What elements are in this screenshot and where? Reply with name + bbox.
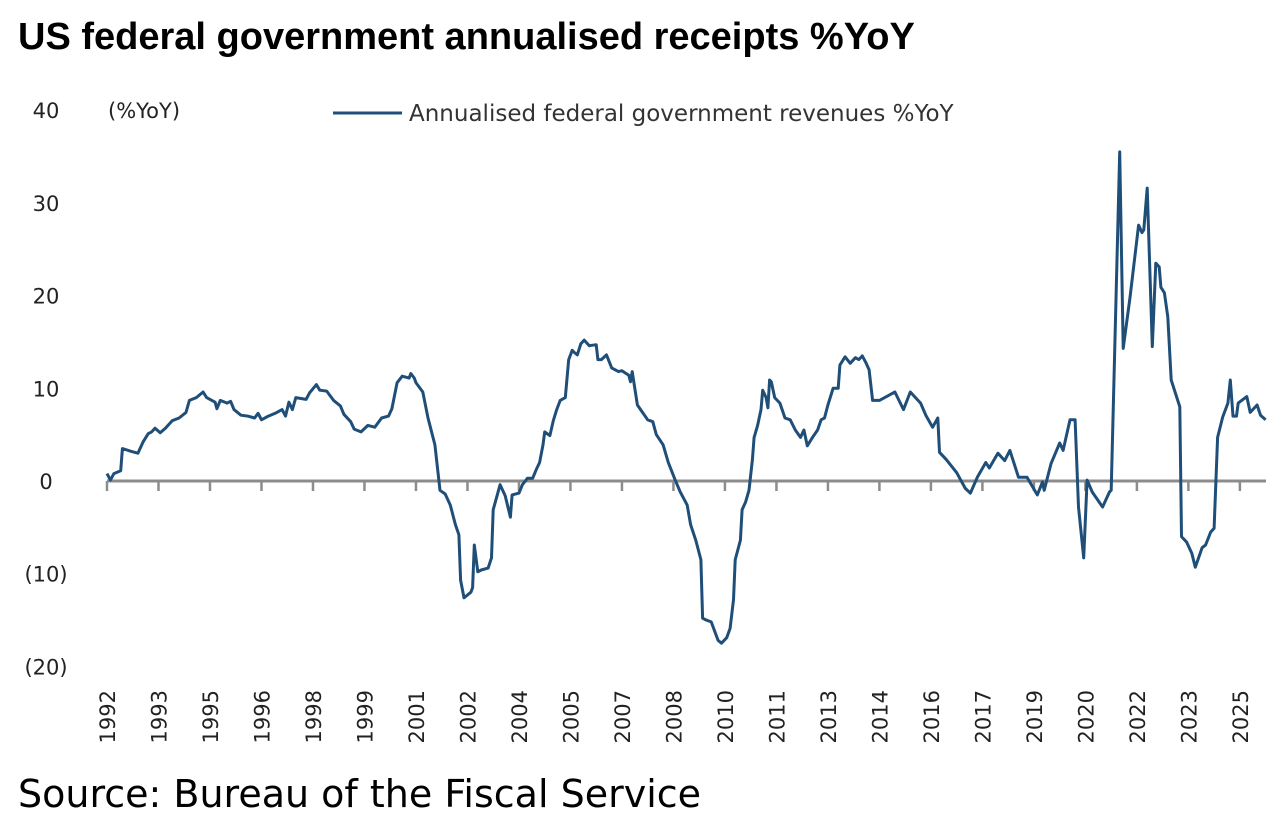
x-tick-label: 2013 xyxy=(817,690,841,743)
y-tick-label: 10 xyxy=(33,377,60,401)
x-tick-label: 2001 xyxy=(405,690,429,743)
x-tick-label: 2011 xyxy=(765,690,789,743)
x-tick-label: 2014 xyxy=(868,690,892,743)
y-tick-label: (20) xyxy=(24,655,67,679)
x-tick-label: 2005 xyxy=(559,690,583,743)
x-tick-label: 1992 xyxy=(96,690,120,743)
source-note: Source: Bureau of the Fiscal Service xyxy=(18,772,702,816)
x-tick-label: 1998 xyxy=(302,690,326,743)
x-tick-label: 1996 xyxy=(250,690,274,743)
y-tick-label: 30 xyxy=(33,192,60,216)
x-tick-label: 1993 xyxy=(147,690,171,743)
x-tick-label: 2023 xyxy=(1177,690,1201,743)
x-tick-label: 2016 xyxy=(920,690,944,743)
x-tick-label: 2025 xyxy=(1229,690,1253,743)
x-tick-label: 2010 xyxy=(714,690,738,743)
x-axis-ticks: 1992 1993 1995 1996 1998 1999 2001 2002 2004 2005… xyxy=(96,481,1253,743)
x-tick-label: 2007 xyxy=(611,690,635,743)
x-tick-label: 2019 xyxy=(1023,690,1047,743)
y-tick-label: 20 xyxy=(33,285,60,309)
x-tick-label: 1999 xyxy=(353,690,377,743)
y-tick-label: (10) xyxy=(24,563,67,587)
y-axis-unit-label: (%YoY) xyxy=(108,99,180,123)
legend-label: Annualised federal government revenues %… xyxy=(409,101,955,127)
x-tick-label: 2002 xyxy=(456,690,480,743)
y-tick-label: 40 xyxy=(33,99,60,123)
x-tick-label: 2008 xyxy=(662,690,686,743)
legend: Annualised federal government revenues %… xyxy=(333,101,955,127)
series-line-revenues-yoy xyxy=(105,150,1267,645)
y-tick-label: 0 xyxy=(39,470,52,494)
y-axis-ticks: 40 30 20 10 0 (10) (20) xyxy=(24,99,67,679)
x-tick-label: 2004 xyxy=(508,690,532,743)
x-tick-label: 2020 xyxy=(1074,690,1098,743)
chart-title: US federal government annualised receipt… xyxy=(18,16,915,58)
x-tick-label: 2017 xyxy=(971,690,995,743)
x-tick-label: 2022 xyxy=(1126,690,1150,743)
x-tick-label: 1995 xyxy=(199,690,223,743)
